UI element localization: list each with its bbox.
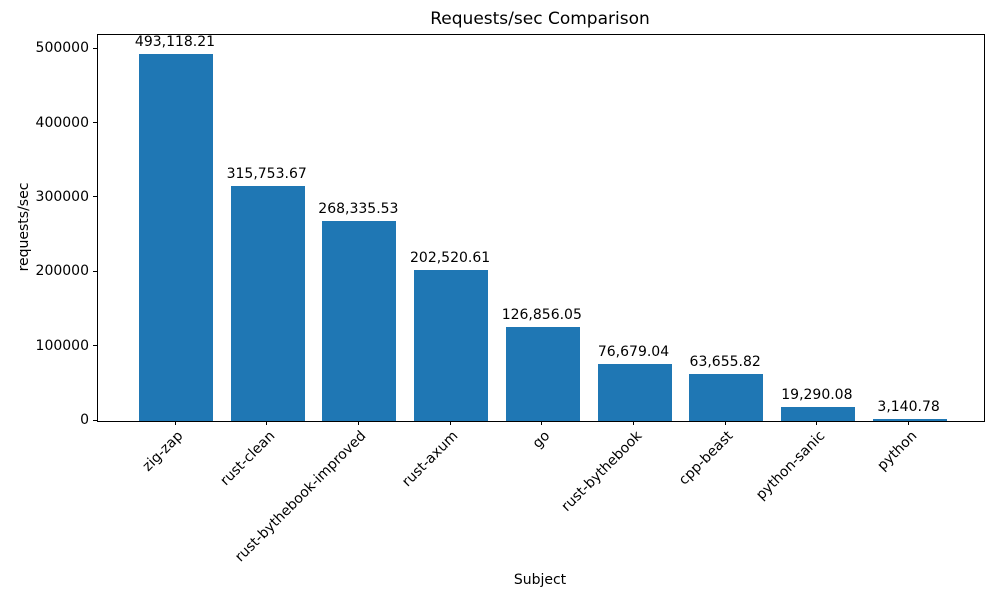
y-tick-mark bbox=[93, 419, 97, 421]
x-tick-mark bbox=[816, 421, 818, 425]
y-tick-label: 500000 bbox=[35, 40, 89, 57]
bar-value-label-cpp-beast: 63,655.82 bbox=[689, 353, 761, 370]
y-tick-label: 200000 bbox=[35, 263, 89, 280]
y-tick-label: 300000 bbox=[35, 188, 89, 205]
y-tick-label: 100000 bbox=[35, 337, 89, 354]
bar-value-label-go: 126,856.05 bbox=[501, 306, 582, 323]
x-tick-mark bbox=[449, 421, 451, 425]
x-tick-mark bbox=[541, 421, 543, 425]
x-axis-label: Subject bbox=[513, 572, 567, 588]
y-tick-mark bbox=[93, 122, 97, 123]
bar-value-label-python-sanic: 19,290.08 bbox=[781, 386, 853, 403]
bar-rust-axum bbox=[414, 270, 489, 421]
bar-zig-zap bbox=[139, 54, 213, 421]
x-tick-mark bbox=[908, 421, 910, 425]
bar-value-label-rust-axum: 202,520.61 bbox=[410, 250, 491, 267]
x-tick-mark bbox=[174, 421, 176, 425]
y-tick-mark bbox=[93, 47, 97, 49]
bar-value-label-rust-bythebook-improved: 268,335.53 bbox=[318, 201, 399, 218]
bar-rust-bythebook bbox=[597, 363, 672, 421]
y-axis-label: requests/sec bbox=[16, 182, 32, 272]
y-tick-mark bbox=[93, 345, 97, 347]
x-tick-mark bbox=[633, 421, 634, 425]
bar-python-sanic bbox=[780, 406, 855, 421]
plot-area bbox=[97, 34, 985, 422]
bar-cpp-beast bbox=[689, 373, 764, 421]
y-tick-mark bbox=[93, 196, 97, 198]
bar-value-label-rust-bythebook: 76,679.04 bbox=[597, 343, 670, 360]
x-tick-mark bbox=[266, 421, 268, 425]
bar-python bbox=[872, 418, 947, 421]
bar-rust-clean bbox=[230, 186, 305, 421]
bar-value-label-rust-clean: 315,753.67 bbox=[226, 166, 307, 183]
chart-title: Requests/sec Comparison bbox=[0, 9, 1000, 29]
bar-go bbox=[505, 326, 580, 421]
chart-title-text: Requests/sec Comparison bbox=[430, 9, 650, 29]
y-tick-label: 0 bbox=[80, 412, 89, 428]
y-tick-label: 400000 bbox=[35, 114, 89, 131]
bar-value-label-python: 3,140.78 bbox=[877, 398, 940, 415]
x-tick-mark bbox=[724, 421, 726, 425]
x-tick-mark bbox=[357, 421, 359, 425]
bar-rust-bythebook-improved bbox=[322, 221, 397, 421]
y-tick-mark bbox=[93, 270, 97, 272]
bar-value-label-zig-zap: 493,118.21 bbox=[134, 34, 216, 51]
